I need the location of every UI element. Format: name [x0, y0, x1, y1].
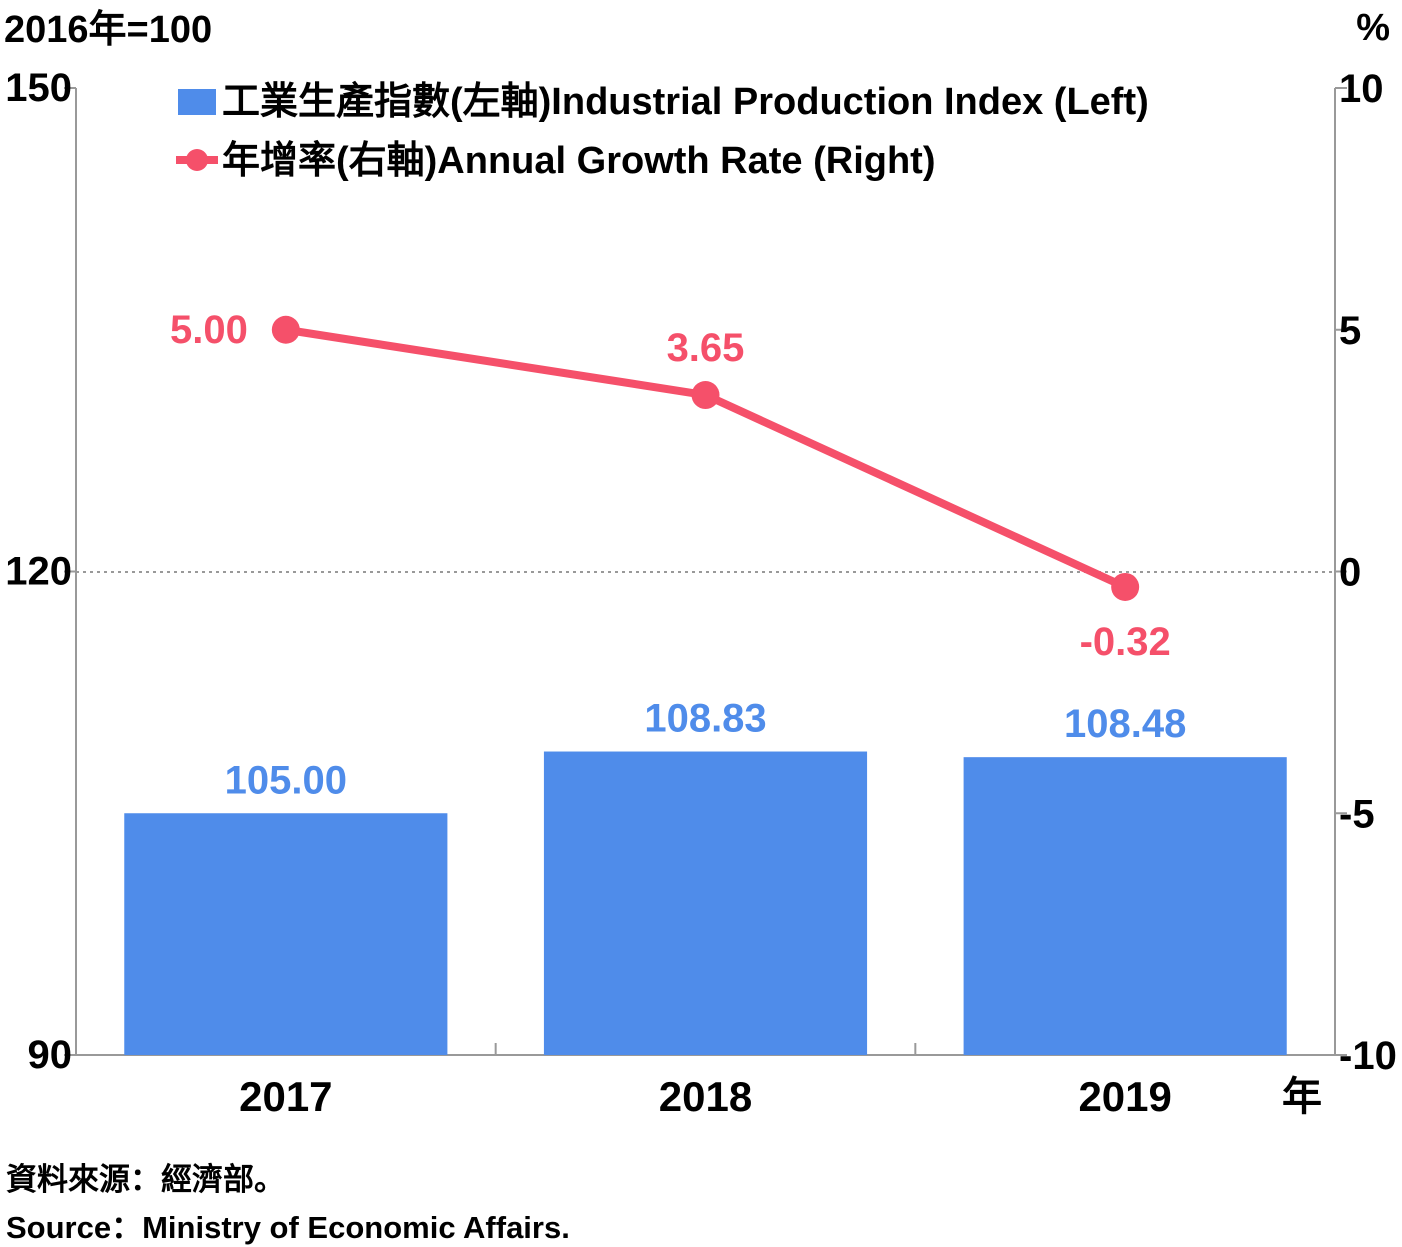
right-axis-unit: %: [1356, 7, 1390, 49]
right-tick-label: 0: [1339, 551, 1361, 595]
growth-value-label: 3.65: [667, 326, 745, 370]
growth-value-label: 5.00: [170, 308, 248, 352]
growth-point: [1111, 572, 1140, 601]
bar: [963, 757, 1287, 1055]
left-axis-ticks: 90 120 150: [5, 66, 76, 1077]
source-zh: 資料來源：經濟部。: [6, 1162, 285, 1197]
right-tick-label: -5: [1339, 792, 1375, 836]
left-tick-label: 150: [5, 66, 72, 110]
category-labels: 2017 2018 2019: [239, 1073, 1172, 1120]
bar: [124, 813, 448, 1055]
right-tick-label: 10: [1339, 67, 1384, 111]
left-axis-unit: 2016年=100: [4, 9, 212, 51]
line-series: 5.00 3.65 -0.32: [170, 308, 1171, 664]
bar-value-label: 105.00: [225, 758, 347, 802]
growth-value-label: -0.32: [1080, 620, 1171, 664]
right-axis-ticks: -10 -5 0 5 10: [1335, 67, 1397, 1078]
source-en: Source：Ministry of Economic Affairs.: [6, 1210, 570, 1245]
x-tick-label: 2017: [239, 1073, 332, 1120]
bar-series: 105.00 108.83 108.48: [124, 697, 1287, 1055]
legend-bar-swatch: [178, 89, 216, 115]
growth-point: [691, 381, 720, 410]
right-tick-label: 5: [1339, 309, 1361, 353]
x-tick-label: 2018: [659, 1073, 752, 1120]
legend-line-marker: [186, 149, 208, 171]
right-tick-label: -10: [1339, 1034, 1397, 1078]
bar: [543, 751, 868, 1055]
legend-bar-label: 工業生產指數(左軸)Industrial Production Index (L…: [222, 80, 1149, 123]
legend: 工業生產指數(左軸)Industrial Production Index (L…: [176, 80, 1149, 182]
growth-point: [271, 315, 300, 344]
x-tick-label: 2019: [1078, 1073, 1171, 1120]
x-axis-unit: 年: [1282, 1075, 1322, 1119]
legend-line-label: 年增率(右軸)Annual Growth Rate (Right): [222, 140, 935, 182]
left-tick-label: 90: [28, 1033, 73, 1077]
bar-value-label: 108.83: [644, 697, 766, 741]
left-tick-label: 120: [5, 550, 72, 594]
x-axis-separators: [494, 1043, 917, 1055]
bar-value-label: 108.48: [1064, 702, 1186, 746]
